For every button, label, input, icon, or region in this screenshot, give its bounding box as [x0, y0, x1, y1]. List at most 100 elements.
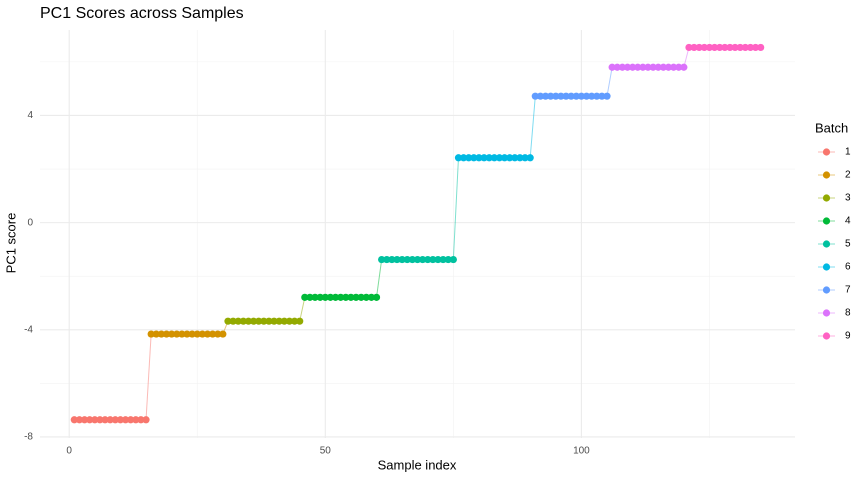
data-point [357, 293, 365, 301]
data-point [142, 416, 150, 424]
data-point [459, 154, 468, 162]
data-point [664, 63, 673, 71]
legend-key [822, 171, 831, 179]
data-point [152, 330, 160, 338]
data-point [239, 317, 247, 325]
data-point [290, 317, 299, 325]
data-point [255, 317, 263, 325]
data-point [434, 255, 442, 264]
data-point [670, 63, 678, 71]
legend-key [822, 148, 831, 156]
x-tick-label: 50 [320, 446, 332, 457]
connector-line [145, 334, 152, 420]
data-point [183, 330, 191, 338]
data-point [485, 154, 493, 162]
data-point [321, 293, 329, 301]
data-point [352, 293, 360, 301]
data-point [424, 255, 432, 264]
data-point [260, 317, 268, 325]
data-point [439, 255, 447, 264]
data-point [593, 92, 601, 100]
data-point [80, 416, 89, 424]
data-point [639, 63, 647, 71]
data-point [408, 255, 416, 264]
data-point [475, 154, 483, 162]
data-point [654, 63, 662, 71]
legend-label: 7 [845, 285, 851, 296]
data-point [398, 255, 406, 264]
data-point [265, 317, 273, 325]
data-point [623, 63, 632, 71]
data-point [552, 92, 560, 100]
legend-key [822, 263, 831, 271]
data-point [741, 43, 749, 52]
data-point [214, 330, 222, 338]
data-point [372, 293, 381, 301]
data-point [506, 154, 514, 162]
data-point [285, 317, 294, 325]
data-point [388, 255, 396, 264]
y-tick-label: -4 [24, 324, 33, 335]
data-point [449, 255, 457, 264]
data-point [700, 43, 708, 52]
legend-key [822, 332, 831, 340]
x-tick-label: 0 [66, 446, 72, 457]
data-point [751, 43, 760, 52]
data-point [229, 317, 237, 325]
data-point [705, 43, 714, 52]
data-point [413, 255, 422, 264]
data-point [378, 255, 386, 264]
data-point [470, 154, 478, 162]
data-point [526, 154, 534, 162]
data-point [644, 63, 652, 71]
data-point [675, 63, 683, 71]
data-point [219, 330, 227, 338]
data-point [367, 293, 376, 301]
x-axis-title: Sample index [378, 457, 457, 472]
data-point [296, 317, 304, 325]
data-point [695, 43, 703, 52]
data-point [188, 330, 196, 338]
data-point [588, 92, 596, 100]
legend-key [822, 194, 831, 202]
legend-label: 2 [845, 170, 851, 181]
data-point [337, 293, 345, 301]
data-point [280, 317, 288, 325]
data-point [168, 330, 176, 338]
data-point [531, 92, 539, 100]
data-point [454, 154, 463, 162]
data-point [224, 317, 232, 325]
data-point [557, 92, 565, 100]
data-point [757, 43, 765, 52]
data-point [429, 255, 437, 264]
data-point [316, 293, 324, 301]
data-point [562, 92, 570, 100]
data-point [203, 330, 212, 338]
data-point [311, 293, 319, 301]
legend-label: 8 [845, 308, 851, 319]
legend-label: 4 [845, 216, 851, 227]
legend-label: 9 [845, 331, 851, 342]
data-point [209, 330, 217, 338]
data-point [680, 63, 688, 71]
data-point [710, 43, 719, 52]
data-point [347, 293, 355, 301]
data-point [96, 416, 104, 424]
data-point [75, 416, 84, 424]
data-point [173, 330, 181, 338]
data-point [162, 330, 171, 338]
data-point [629, 63, 637, 71]
chart-title: PC1 Scores across Samples [40, 5, 244, 22]
data-point [572, 92, 580, 100]
legend-label: 3 [845, 193, 851, 204]
data-point [726, 43, 734, 52]
data-point [198, 330, 206, 338]
data-point [521, 154, 529, 162]
connector-line [606, 67, 613, 97]
data-point [116, 416, 125, 424]
data-point [618, 63, 626, 71]
data-point [613, 63, 621, 71]
connector-line [376, 259, 383, 298]
y-tick-label: -8 [24, 432, 33, 443]
data-point [326, 293, 335, 301]
